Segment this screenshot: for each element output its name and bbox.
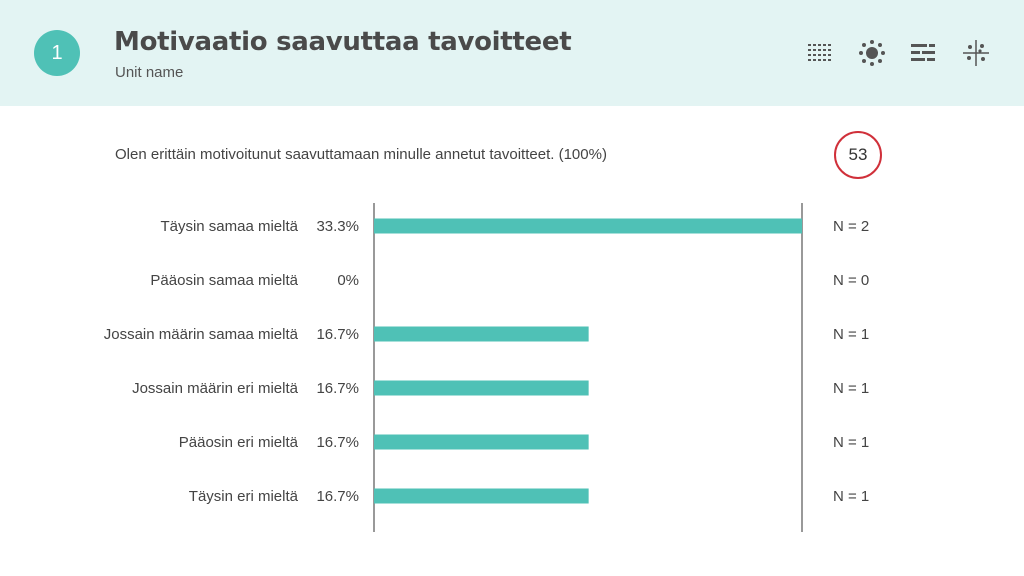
value-label: 16.7% [316,380,359,397]
grid-dots-icon[interactable] [805,38,835,68]
respondent-count: 53 [848,145,868,164]
header: 1 Motivaatio saavuttaa tavoitteet Unit n… [0,0,1024,106]
category-label: Pääosin samaa mieltä [150,272,298,289]
page-title: Motivaatio saavuttaa tavoitteet [114,27,572,57]
category-label: Täysin samaa mieltä [160,218,298,235]
value-label: 16.7% [316,488,359,505]
n-label: N = 1 [833,326,869,343]
category-label: Jossain määrin eri mieltä [132,380,299,397]
question-number: 1 [51,41,63,64]
bar [374,326,589,342]
list-bars-icon[interactable] [908,38,938,68]
sun-icon[interactable] [857,38,887,68]
unit-name: Unit name [115,64,184,81]
bar [374,488,589,504]
n-label: N = 0 [833,272,869,289]
bar [374,434,589,450]
bar [374,380,589,396]
n-label: N = 1 [833,434,869,451]
n-label: N = 1 [833,380,869,397]
value-label: 33.3% [316,218,359,235]
category-label: Pääosin eri mieltä [179,434,299,451]
value-label: 16.7% [316,434,359,451]
value-label: 0% [337,272,359,289]
category-label: Jossain määrin samaa mieltä [104,326,299,343]
question-number-badge: 1 [34,30,80,76]
value-label: 16.7% [316,326,359,343]
n-label: N = 1 [833,488,869,505]
scatter-crosshair-icon[interactable] [961,38,991,68]
respondent-count-badge: 53 [834,131,882,179]
category-label: Täysin eri mieltä [189,488,299,505]
question-text: Olen erittäin motivoitunut saavuttamaan … [115,146,607,163]
bar [374,218,802,234]
n-label: N = 2 [833,218,869,235]
